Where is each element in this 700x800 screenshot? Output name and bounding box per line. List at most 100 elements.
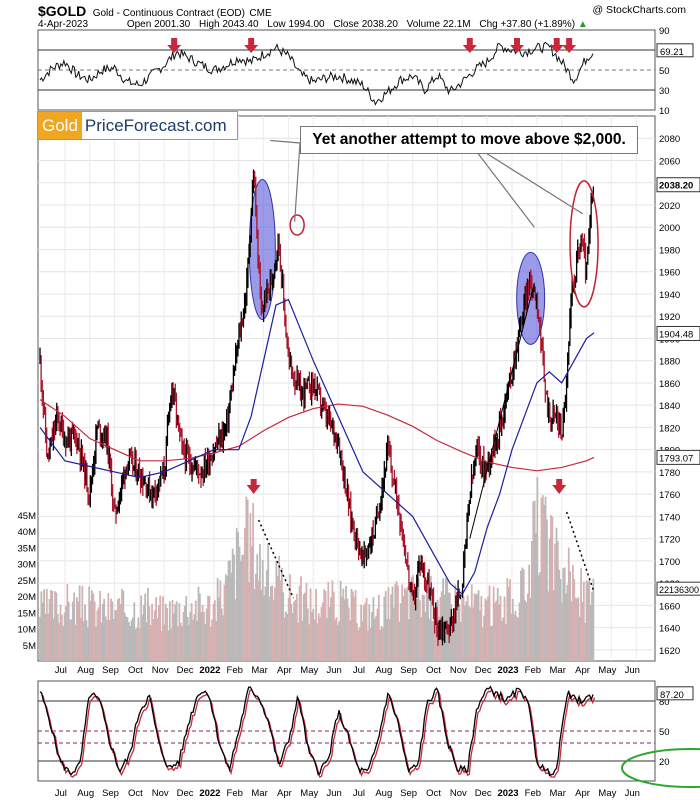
price-x-tick: Dec [475,665,492,676]
volume-bar [343,599,346,661]
volume-bar [254,573,257,661]
price-x-tick: Oct [426,665,441,676]
ma-fast-last-label-box [656,325,700,341]
volume-bar [369,628,372,661]
red-ellipse-2022 [289,214,305,236]
stoch-x-tick: 2023 [497,788,518,799]
price-y-tick: 1760 [659,490,680,501]
volume-bar [147,587,149,661]
volume-bar [444,577,447,661]
volume-bar [51,590,54,661]
volume-bar [134,628,137,661]
volume-bar [103,598,106,661]
volume-bar [377,594,380,661]
volume-bar [175,601,178,661]
volume-bar [227,560,230,661]
volume-bar [39,616,41,661]
volume-bar [464,605,466,661]
quote-date: 4-Apr-2023 [38,19,89,30]
volume-last-value: 22136300 [659,585,699,595]
price-x-tick: 2022 [199,665,220,676]
volume-bar [75,597,78,661]
volume-bar [410,577,413,661]
volume-bar [323,589,326,661]
volume-bar [287,597,290,661]
stoch-x-tick: Oct [426,788,441,799]
rsi-last-value: 69.21 [660,47,684,58]
volume-bar [332,591,335,661]
volume-bar [141,614,144,661]
price-x-tick: Nov [152,665,169,676]
volume-bar [481,627,484,661]
volume-bar [47,613,50,661]
volume-bar [219,580,222,661]
volume-bar [107,593,110,661]
price-y-tick: 2000 [659,223,680,234]
volume-bar [166,607,168,661]
volume-bar [265,570,268,661]
high-label: High [199,19,220,30]
rsi-arrow-shaft [553,38,560,45]
volume-bar [280,567,283,661]
price-y-tick: 1700 [659,557,680,568]
volume-bar [533,500,536,661]
price-y-tick: 1840 [659,401,680,412]
credit: @ StockCharts.com [592,4,686,16]
volume-bar [283,617,286,661]
volume-down-arrow [246,485,261,494]
stoch-x-tick: Oct [128,788,143,799]
volume-bar [129,625,132,661]
volume-bar [127,622,130,661]
volume-bar [215,620,218,661]
stoch-x-tick: Nov [152,788,169,799]
volume-bar [301,621,304,661]
volume-bar [349,620,352,661]
volume-bar [59,604,62,661]
instrument-name: Gold - Continuous Contract (EOD) [92,8,245,19]
volume-bar [488,585,491,661]
volume-bar [224,574,227,661]
volume-bar [291,613,294,661]
volume-bar [155,597,158,661]
volume-bar [73,592,76,661]
volume-bar [208,596,211,661]
rsi-y-tick: 10 [659,106,670,117]
volume-value: 22.1M [442,19,471,30]
price-x-tick: 2023 [497,665,518,676]
volume-bar [177,626,179,661]
volume-bar [209,627,212,661]
volume-bar [558,569,561,661]
price-y-tick: 1820 [659,423,680,434]
volume-bar [580,568,582,661]
volume-bar [514,610,517,661]
volume-bar [211,619,214,661]
price-y-tick: 1880 [659,357,680,368]
volume-bar [403,588,406,661]
volume-bar [376,608,379,661]
volume-bar [306,608,309,661]
volume-bar [50,589,52,661]
volume-bar [490,626,492,661]
volume-bar [69,619,71,661]
green-highlight-ellipse [621,748,700,788]
volume-bar [591,591,593,661]
last-price-label: 2038.20 [659,181,693,192]
volume-bar [249,512,252,661]
volume-bar [99,590,102,661]
volume-bar [111,601,114,661]
rsi-y-tick: 30 [659,86,670,97]
volume-bar [556,541,559,661]
volume-bar [152,618,155,661]
volume-arrow-shaft [556,479,563,485]
volume-bar [244,527,246,661]
volume-bar [229,560,231,661]
volume-bar [270,586,272,661]
volume-bar [248,581,250,661]
volume-bar [574,597,577,661]
volume-arrow-shaft [250,479,257,485]
volume-bar [379,629,382,661]
volume-bar [391,586,394,661]
header-line-2: 4-Apr-2023 Open 2001.30 High 2043.40 Low… [38,19,588,30]
volume-bar [293,601,296,661]
